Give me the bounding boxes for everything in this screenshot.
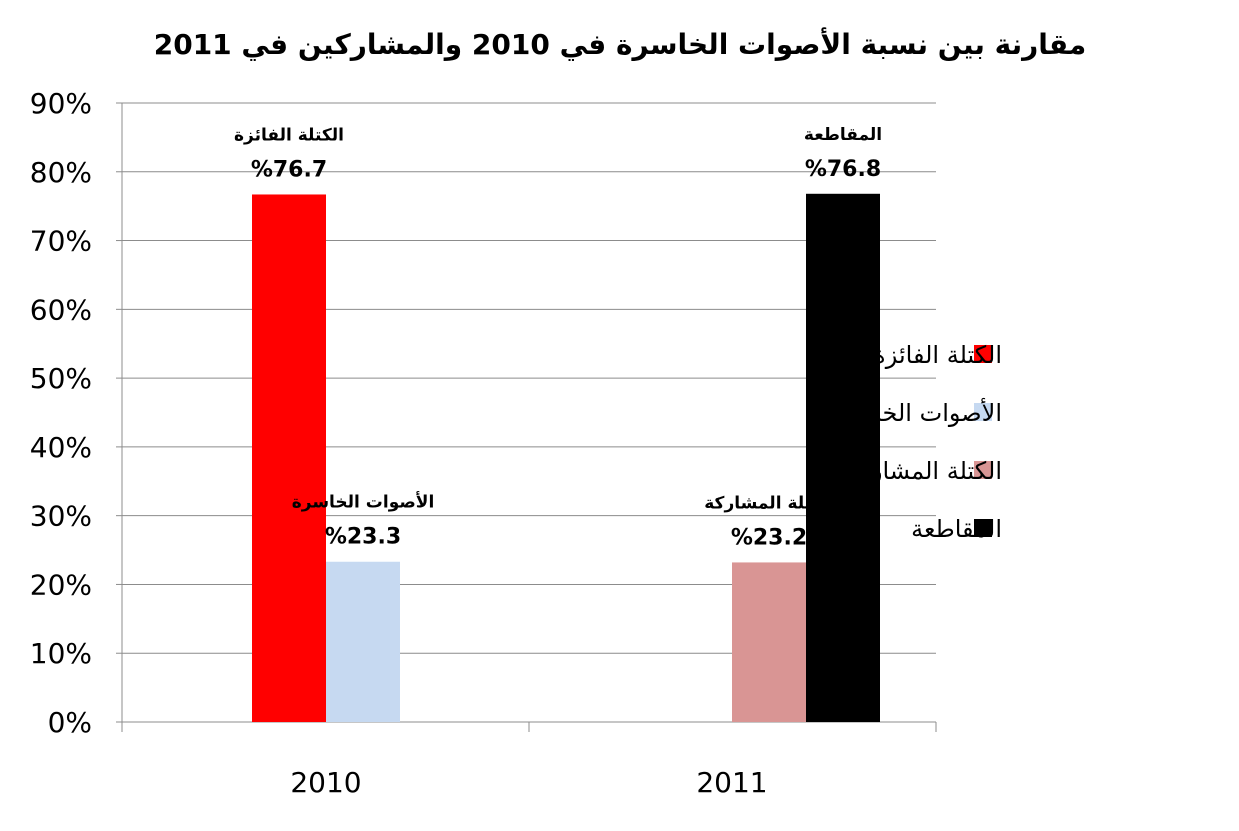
data-label-value: %76.8 bbox=[805, 157, 881, 182]
bar bbox=[252, 194, 326, 723]
x-tick-label: 2011 bbox=[696, 766, 767, 799]
bar bbox=[732, 562, 806, 722]
y-tick-label: 40% bbox=[30, 431, 92, 464]
data-label-name: الكتلة الفائزة bbox=[234, 125, 344, 145]
legend-swatch bbox=[974, 345, 992, 363]
y-tick-label: 80% bbox=[30, 156, 92, 189]
y-tick-label: 10% bbox=[30, 637, 92, 670]
data-label-value: %76.7 bbox=[251, 157, 327, 182]
chart-title: مقارنة بين نسبة الأصوات الخاسرة في 2010 … bbox=[154, 27, 1087, 61]
legend-swatch bbox=[974, 519, 992, 537]
data-label-name: الأصوات الخاسرة bbox=[292, 492, 435, 513]
data-label-name: المقاطعة bbox=[804, 125, 882, 145]
legend-label: الأصوات الخاسرة bbox=[829, 398, 1002, 427]
y-tick-label: 0% bbox=[48, 706, 92, 739]
data-label-value: %23.2 bbox=[731, 525, 807, 550]
legend-label: الكتلة المشاركة bbox=[847, 457, 1002, 485]
y-tick-label: 30% bbox=[30, 500, 92, 533]
legend-swatch bbox=[974, 461, 992, 479]
y-tick-label: 20% bbox=[30, 568, 92, 601]
y-tick-label: 50% bbox=[30, 362, 92, 395]
x-tick-label: 2010 bbox=[290, 766, 361, 799]
y-tick-label: 90% bbox=[30, 87, 92, 120]
data-label-name: الكتلة المشاركة bbox=[704, 493, 833, 513]
legend-swatch bbox=[974, 403, 992, 421]
y-tick-label: 70% bbox=[30, 225, 92, 258]
y-tick-label: 60% bbox=[30, 293, 92, 326]
bar bbox=[326, 561, 400, 722]
data-label-value: %23.3 bbox=[325, 525, 401, 550]
bar bbox=[806, 193, 880, 722]
legend-label: الكتلة الفائزة bbox=[873, 341, 1002, 369]
legend-label: المقاطعة bbox=[911, 515, 1002, 543]
